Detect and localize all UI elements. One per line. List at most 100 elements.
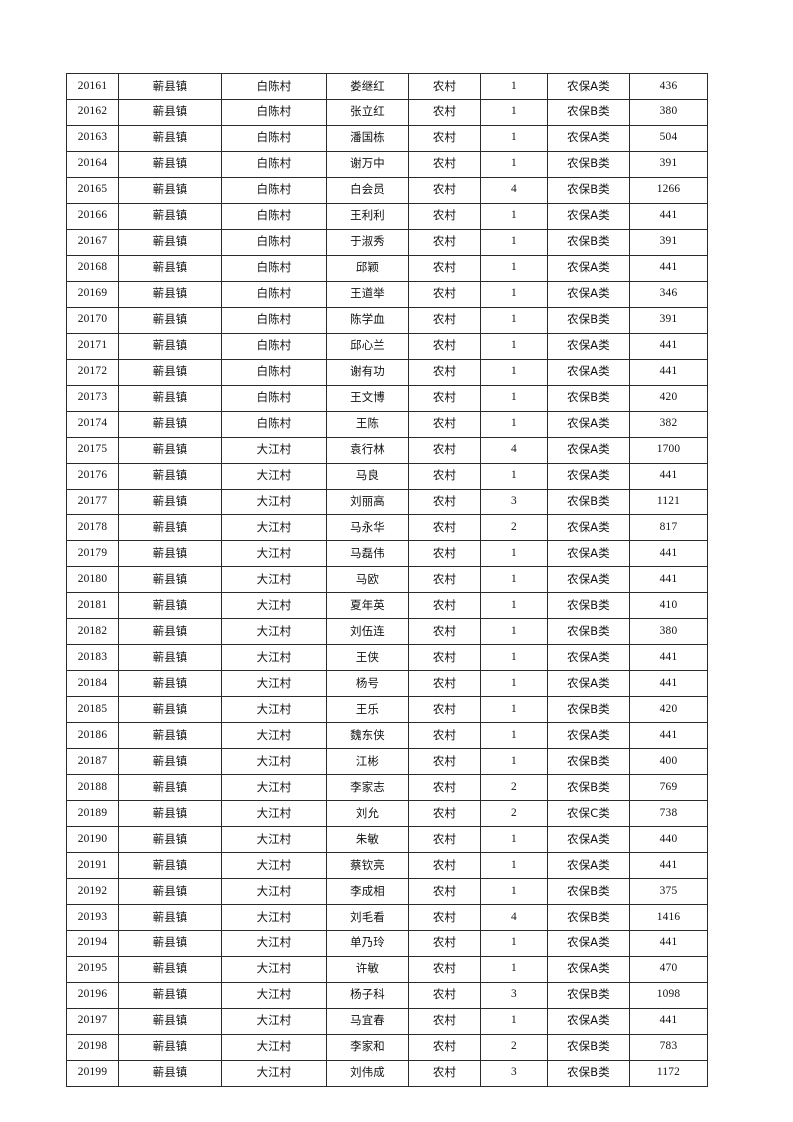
cell-person-name: 李成相	[326, 878, 409, 905]
cell-person-count: 3	[480, 981, 548, 1009]
cell-town: 蕲县镇	[118, 800, 222, 828]
cell-person-count: 4	[480, 436, 548, 464]
cell-insurance-category: 农保B类	[547, 696, 630, 724]
cell-village: 白陈村	[221, 150, 327, 178]
cell-town: 蕲县镇	[118, 332, 222, 360]
cell-person-count: 1	[480, 332, 548, 360]
cell-person-name: 邱心兰	[326, 332, 409, 360]
cell-town: 蕲县镇	[118, 358, 222, 386]
cell-id: 20173	[66, 384, 119, 412]
table-row: 20188 蕲县镇 大江村 李家志 农村 2 农保B类 769	[66, 774, 708, 802]
cell-id: 20172	[66, 358, 119, 386]
cell-household-type: 农村	[408, 981, 481, 1009]
cell-insurance-category: 农保A类	[547, 254, 630, 282]
cell-village: 大江村	[221, 1007, 327, 1035]
cell-insurance-category: 农保B类	[547, 384, 630, 412]
cell-village: 大江村	[221, 618, 327, 646]
table-row: 20193 蕲县镇 大江村 刘毛看 农村 4 农保B类 1416	[66, 904, 708, 931]
cell-household-type: 农村	[408, 98, 481, 126]
cell-amount: 346	[629, 280, 708, 308]
cell-insurance-category: 农保B类	[547, 1033, 630, 1061]
cell-amount: 380	[629, 618, 708, 646]
cell-id: 20165	[66, 176, 119, 204]
cell-insurance-category: 农保C类	[547, 800, 630, 828]
table-row: 20190 蕲县镇 大江村 朱敏 农村 1 农保A类 440	[66, 826, 708, 854]
cell-household-type: 农村	[408, 566, 481, 594]
cell-id: 20197	[66, 1007, 119, 1035]
cell-village: 白陈村	[221, 73, 327, 100]
cell-village: 大江村	[221, 670, 327, 698]
cell-town: 蕲县镇	[118, 592, 222, 620]
cell-id: 20195	[66, 955, 119, 983]
table-row: 20194 蕲县镇 大江村 单乃玲 农村 1 农保A类 441	[66, 929, 708, 957]
cell-village: 大江村	[221, 955, 327, 983]
cell-amount: 400	[629, 748, 708, 776]
cell-person-name: 邱颖	[326, 254, 409, 282]
cell-town: 蕲县镇	[118, 774, 222, 802]
cell-household-type: 农村	[408, 826, 481, 854]
cell-insurance-category: 农保A类	[547, 540, 630, 568]
table-row: 20180 蕲县镇 大江村 马欧 农村 1 农保A类 441	[66, 566, 708, 594]
cell-person-count: 3	[480, 1059, 548, 1087]
cell-household-type: 农村	[408, 1007, 481, 1035]
cell-household-type: 农村	[408, 306, 481, 334]
cell-town: 蕲县镇	[118, 228, 222, 256]
cell-id: 20174	[66, 410, 119, 438]
cell-household-type: 农村	[408, 254, 481, 282]
cell-id: 20168	[66, 254, 119, 282]
cell-town: 蕲县镇	[118, 176, 222, 204]
cell-person-count: 1	[480, 566, 548, 594]
table-row: 20186 蕲县镇 大江村 魏东侠 农村 1 农保A类 441	[66, 722, 708, 750]
cell-town: 蕲县镇	[118, 826, 222, 854]
cell-household-type: 农村	[408, 878, 481, 905]
cell-person-count: 1	[480, 306, 548, 334]
table-row: 20195 蕲县镇 大江村 许敏 农村 1 农保A类 470	[66, 955, 708, 983]
cell-insurance-category: 农保B类	[547, 306, 630, 334]
cell-id: 20196	[66, 981, 119, 1009]
cell-person-count: 4	[480, 904, 548, 931]
cell-village: 大江村	[221, 592, 327, 620]
cell-id: 20184	[66, 670, 119, 698]
cell-household-type: 农村	[408, 540, 481, 568]
cell-town: 蕲县镇	[118, 722, 222, 750]
cell-person-name: 王侠	[326, 644, 409, 672]
cell-amount: 441	[629, 722, 708, 750]
cell-person-name: 马良	[326, 462, 409, 490]
cell-household-type: 农村	[408, 436, 481, 464]
cell-village: 白陈村	[221, 124, 327, 152]
cell-amount: 441	[629, 644, 708, 672]
cell-household-type: 农村	[408, 150, 481, 178]
table-row: 20172 蕲县镇 白陈村 谢有功 农村 1 农保A类 441	[66, 358, 708, 386]
cell-town: 蕲县镇	[118, 254, 222, 282]
cell-village: 白陈村	[221, 254, 327, 282]
cell-insurance-category: 农保B类	[547, 488, 630, 516]
cell-town: 蕲县镇	[118, 1007, 222, 1035]
cell-village: 大江村	[221, 644, 327, 672]
cell-person-name: 朱敏	[326, 826, 409, 854]
cell-id: 20178	[66, 514, 119, 542]
cell-id: 20176	[66, 462, 119, 490]
cell-amount: 441	[629, 670, 708, 698]
cell-village: 大江村	[221, 488, 327, 516]
cell-town: 蕲县镇	[118, 202, 222, 230]
cell-amount: 441	[629, 852, 708, 880]
cell-amount: 441	[629, 358, 708, 386]
cell-insurance-category: 农保B类	[547, 878, 630, 905]
table-row: 20161 蕲县镇 白陈村 娄继红 农村 1 农保A类 436	[66, 73, 708, 100]
cell-town: 蕲县镇	[118, 852, 222, 880]
cell-village: 白陈村	[221, 202, 327, 230]
cell-village: 大江村	[221, 436, 327, 464]
cell-person-count: 1	[480, 410, 548, 438]
table-row: 20162 蕲县镇 白陈村 张立红 农村 1 农保B类 380	[66, 98, 708, 126]
cell-id: 20164	[66, 150, 119, 178]
cell-person-name: 王利利	[326, 202, 409, 230]
cell-town: 蕲县镇	[118, 696, 222, 724]
cell-amount: 1098	[629, 981, 708, 1009]
table-row: 20174 蕲县镇 白陈村 王陈 农村 1 农保A类 382	[66, 410, 708, 438]
cell-insurance-category: 农保A类	[547, 929, 630, 957]
cell-village: 白陈村	[221, 98, 327, 126]
cell-person-name: 于淑秀	[326, 228, 409, 256]
table-row: 20166 蕲县镇 白陈村 王利利 农村 1 农保A类 441	[66, 202, 708, 230]
cell-id: 20187	[66, 748, 119, 776]
cell-amount: 441	[629, 462, 708, 490]
